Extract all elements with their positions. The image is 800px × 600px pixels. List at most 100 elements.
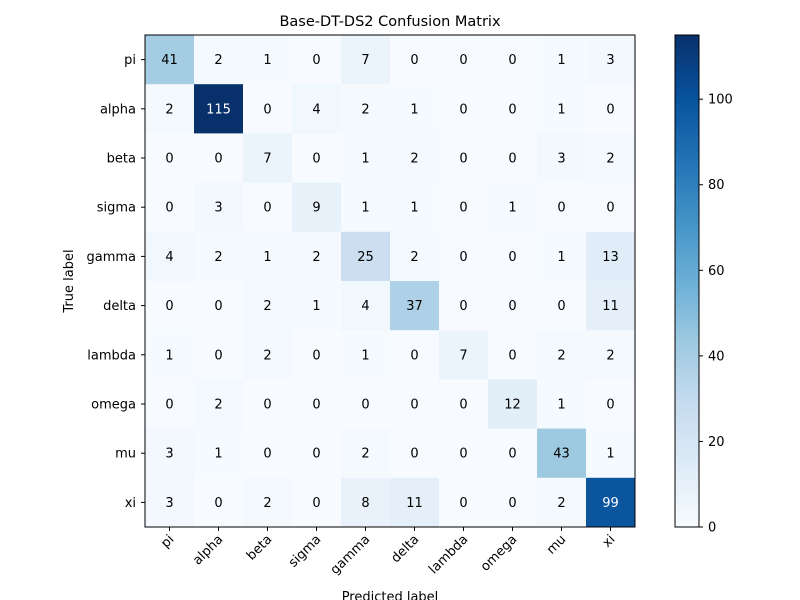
heatmap-cell xyxy=(292,281,342,331)
heatmap-cell xyxy=(145,182,195,233)
heatmap-cell xyxy=(390,182,440,233)
y-tick-label: alpha xyxy=(100,102,136,117)
heatmap-cell xyxy=(243,231,293,282)
heatmap-cell xyxy=(439,84,489,134)
heatmap-cell xyxy=(145,330,195,380)
heatmap-cell xyxy=(537,379,587,430)
cell-value-label: 1 xyxy=(361,201,369,216)
heatmap-cell xyxy=(194,330,244,380)
heatmap-cell xyxy=(243,133,293,184)
cell-value-label: 0 xyxy=(312,53,320,68)
cell-value-label: 0 xyxy=(410,447,418,462)
colorbar-tick-label: 40 xyxy=(708,349,725,364)
y-axis-label: True label xyxy=(62,249,77,313)
heatmap-cell xyxy=(341,477,391,528)
heatmap-cell xyxy=(292,84,342,134)
heatmap-cell xyxy=(537,477,587,528)
heatmap-cell-labels: 41 2 1 0 7 0 0 0 1 32 115 0 4 2 1 0 0 1 00 0 7 0 1 2 0 0 3 20 3 0 9 1 1 0… xyxy=(161,53,619,511)
heatmap-cell xyxy=(488,281,538,331)
cell-value-label: 1 xyxy=(557,250,565,265)
heatmap-cell xyxy=(488,35,538,85)
heatmap-cell xyxy=(243,330,293,380)
heatmap-cell xyxy=(537,231,587,282)
cell-value-label: 3 xyxy=(165,496,173,511)
heatmap-cell xyxy=(488,231,538,282)
heatmap-cell xyxy=(145,477,195,528)
heatmap-cell xyxy=(194,231,244,282)
cell-value-label: 0 xyxy=(557,201,565,216)
heatmap-cell xyxy=(194,281,244,331)
cell-value-label: 43 xyxy=(553,447,570,462)
heatmap-cell xyxy=(586,428,636,479)
cell-value-label: 3 xyxy=(606,53,614,68)
heatmap-cell xyxy=(390,477,440,528)
heatmap-cell xyxy=(439,330,489,380)
cell-value-label: 2 xyxy=(606,152,614,167)
heatmap-cell xyxy=(439,281,489,331)
heatmap-cell xyxy=(586,84,636,134)
cell-value-label: 7 xyxy=(263,152,271,167)
heatmap-cell xyxy=(537,428,587,479)
chart-title: Base-DT-DS2 Confusion Matrix xyxy=(279,14,500,30)
cell-value-label: 3 xyxy=(214,201,222,216)
x-tick-label: beta xyxy=(244,532,275,563)
heatmap-cell xyxy=(390,428,440,479)
x-tick-label: delta xyxy=(388,532,422,566)
cell-value-label: 2 xyxy=(263,348,271,363)
x-tick-label: lambda xyxy=(426,532,471,577)
x-tick-label: omega xyxy=(478,532,520,574)
cell-value-label: 2 xyxy=(312,250,320,265)
cell-value-label: 115 xyxy=(206,102,231,117)
cell-value-label: 1 xyxy=(557,53,565,68)
heatmap-cell xyxy=(586,330,636,380)
heatmap-cell xyxy=(586,281,636,331)
cell-value-label: 1 xyxy=(557,102,565,117)
cell-value-label: 1 xyxy=(410,102,418,117)
heatmap-cell xyxy=(439,35,489,85)
heatmap-cell xyxy=(145,281,195,331)
x-tick-label: pi xyxy=(158,532,177,551)
cell-value-label: 0 xyxy=(410,53,418,68)
y-tick-label: delta xyxy=(103,299,136,314)
heatmap-cell xyxy=(341,84,391,134)
y-tick-label: beta xyxy=(107,152,136,167)
cell-value-label: 2 xyxy=(214,250,222,265)
heatmap-cell xyxy=(194,477,244,528)
x-tick-label: gamma xyxy=(328,532,374,578)
cell-value-label: 11 xyxy=(406,496,423,511)
heatmap-cell xyxy=(292,133,342,184)
heatmap-cell xyxy=(439,379,489,430)
cell-value-label: 2 xyxy=(214,398,222,413)
heatmap-cell xyxy=(145,231,195,282)
cell-value-label: 1 xyxy=(361,348,369,363)
x-tick-label: mu xyxy=(544,532,569,557)
colorbar-tick-label: 60 xyxy=(708,264,725,279)
cell-value-label: 0 xyxy=(459,201,467,216)
cell-value-label: 7 xyxy=(361,53,369,68)
cell-value-label: 12 xyxy=(504,398,521,413)
plot-frame xyxy=(144,34,636,528)
cell-value-label: 0 xyxy=(263,447,271,462)
cell-value-label: 0 xyxy=(214,496,222,511)
cell-value-label: 0 xyxy=(312,152,320,167)
cell-value-label: 4 xyxy=(361,299,369,314)
heatmap-cell xyxy=(586,133,636,184)
cell-value-label: 0 xyxy=(508,496,516,511)
cell-value-label: 0 xyxy=(214,152,222,167)
cell-value-label: 25 xyxy=(357,250,374,265)
cell-value-label: 0 xyxy=(361,398,369,413)
cell-value-label: 0 xyxy=(606,102,614,117)
heatmap-cell xyxy=(390,35,440,85)
heatmap-cell xyxy=(488,133,538,184)
heatmap-cell xyxy=(537,133,587,184)
y-tick-label: mu xyxy=(115,447,136,462)
heatmap-cell xyxy=(292,35,342,85)
cell-value-label: 3 xyxy=(165,447,173,462)
heatmap-cell xyxy=(586,477,636,528)
heatmap-cell xyxy=(390,133,440,184)
cell-value-label: 2 xyxy=(410,152,418,167)
heatmap-cell xyxy=(586,379,636,430)
cell-value-label: 0 xyxy=(165,398,173,413)
x-tick-label: xi xyxy=(600,532,619,551)
cell-value-label: 2 xyxy=(557,348,565,363)
